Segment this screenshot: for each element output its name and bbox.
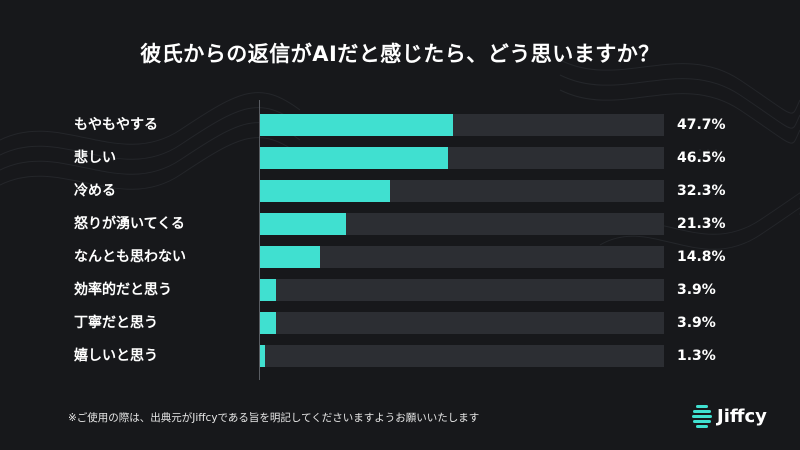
category-label: 怒りが湧いてくる [74,216,185,232]
bar [260,345,266,367]
bar [260,279,276,301]
brand-logo: Jiffcy [692,403,767,429]
category-label: なんとも思わない [74,249,186,265]
category-label: 悲しい [74,150,116,166]
value-label: 32.3% [677,183,726,199]
bar-track [260,114,664,136]
bar-track [260,180,664,202]
value-label: 47.7% [677,117,726,133]
category-label: もやもやする [74,117,158,133]
value-label: 46.5% [677,150,726,166]
bar [260,114,453,136]
value-label: 1.3% [677,348,716,364]
source-footnote: ※ご使用の際は、出典元がJiffcyである旨を明記してくださいますようお願いいた… [68,412,480,424]
bar [260,312,276,334]
bar-track [260,213,664,235]
bar-track [260,312,664,334]
category-label: 丁寧だと思う [74,315,158,331]
y-axis-line [259,100,260,380]
brand-name: Jiffcy [717,405,767,427]
value-label: 21.3% [677,216,726,232]
jiffcy-logo-icon [692,405,712,428]
value-label: 14.8% [677,249,726,265]
bar [260,246,320,268]
category-label: 嬉しいと思う [74,348,158,364]
category-label: 効率的だと思う [74,282,172,298]
value-label: 3.9% [677,282,716,298]
bar [260,147,448,169]
bar-track [260,345,664,367]
chart-title: 彼氏からの返信がAIだと感じたら、どう思いますか？ [140,42,660,66]
bar-track [260,279,664,301]
bar [260,213,347,235]
bar-track [260,147,664,169]
bar [260,180,391,202]
bar-track [260,246,664,268]
value-label: 3.9% [677,315,716,331]
category-label: 冷める [74,183,116,199]
